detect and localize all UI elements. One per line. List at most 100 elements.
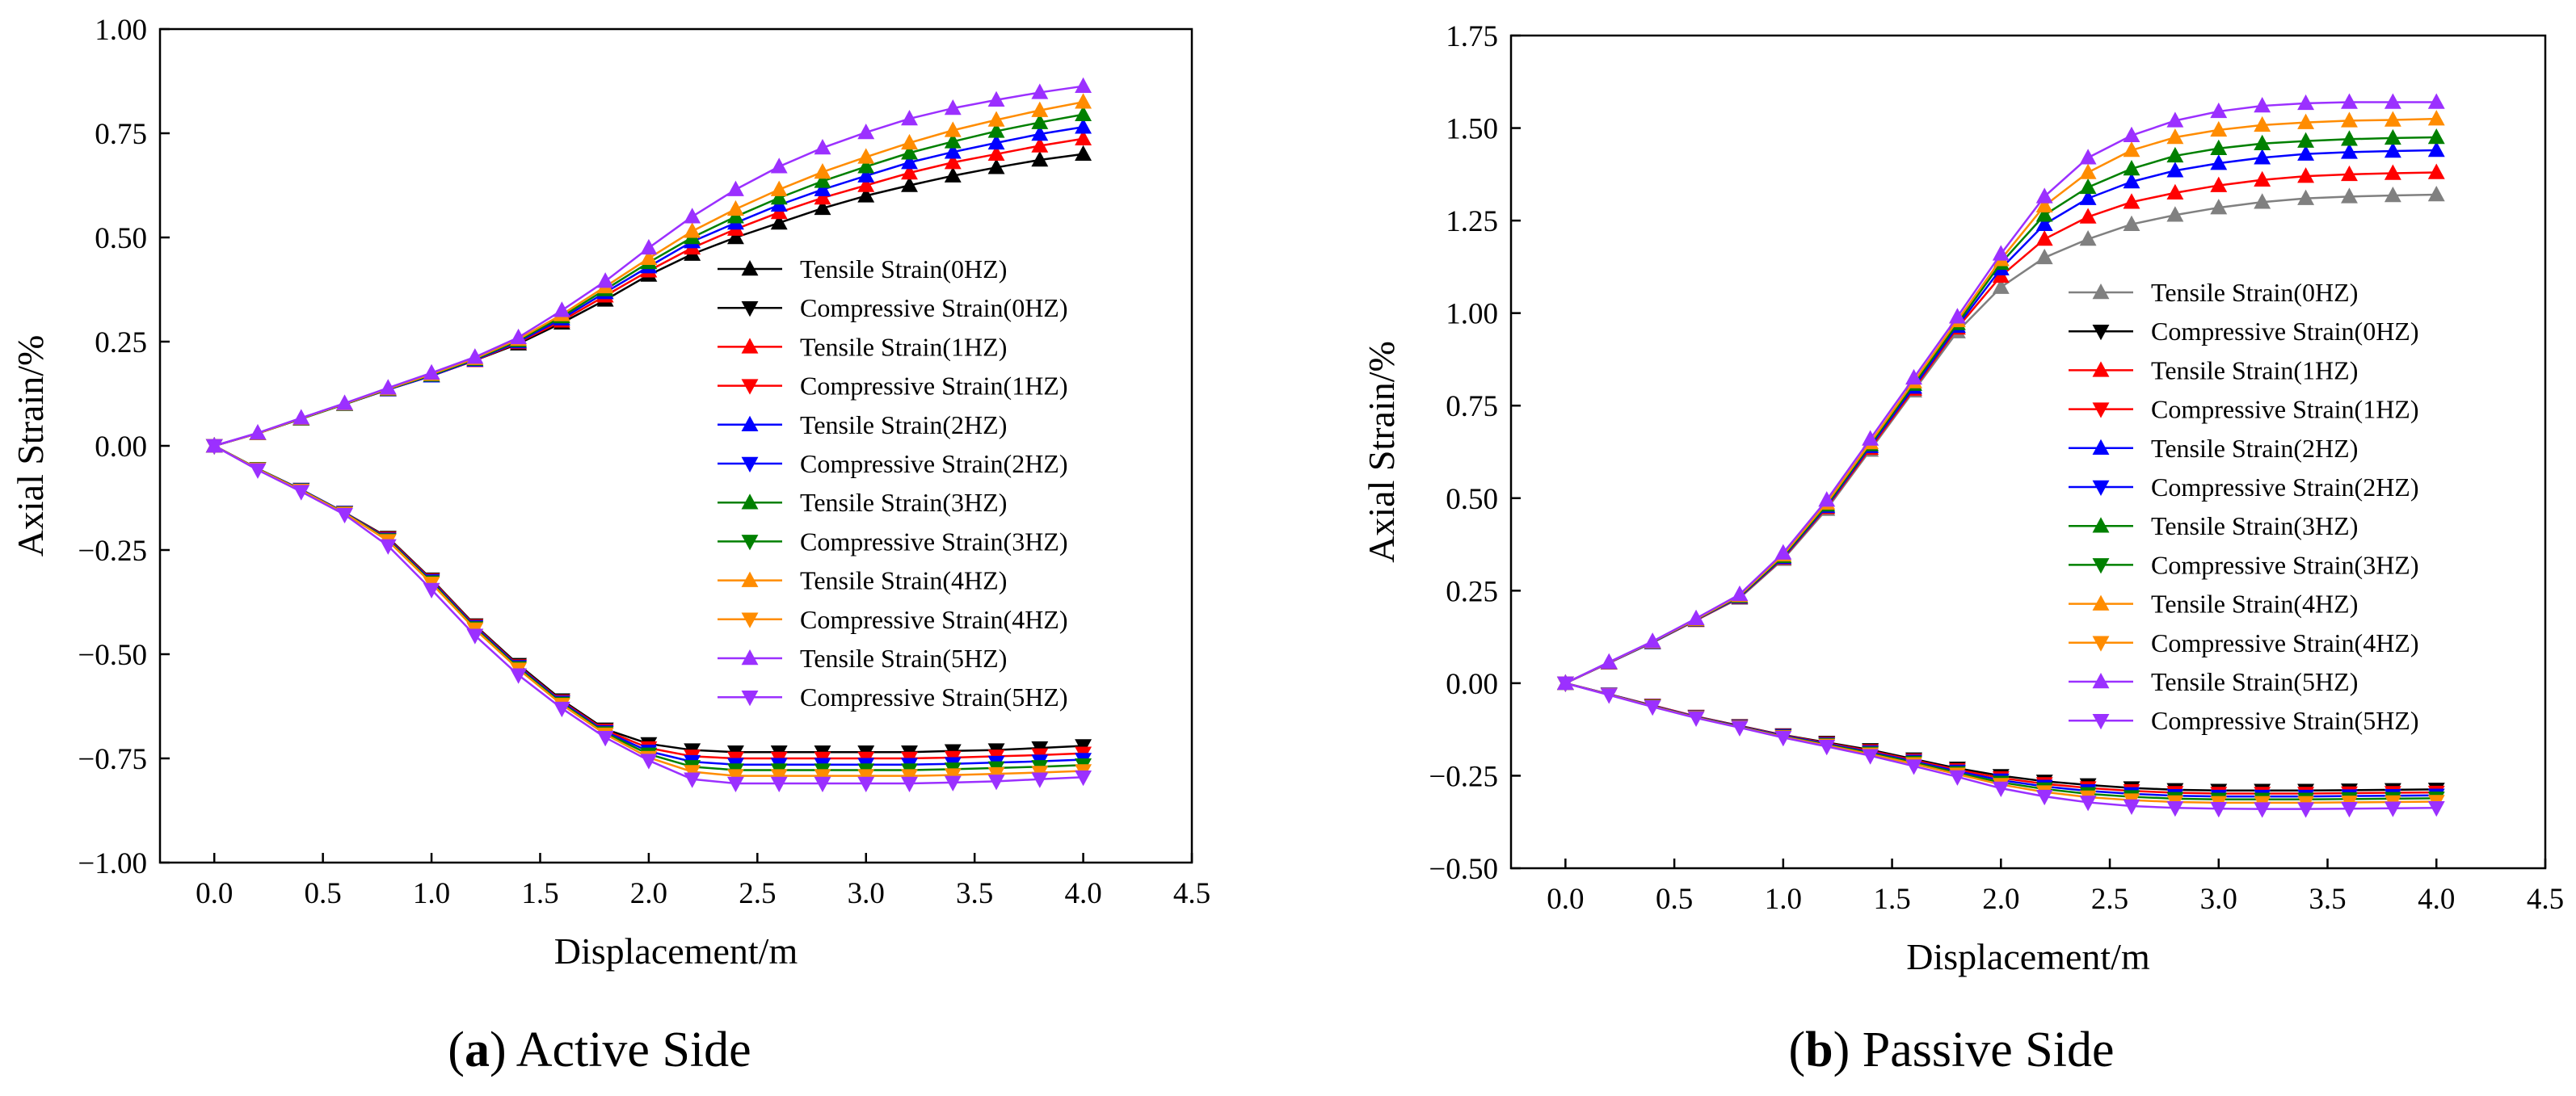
data-point (205, 439, 223, 455)
legend-label: Tensile Strain(1HZ) (2151, 355, 2358, 384)
legend-marker (741, 493, 759, 510)
data-point (944, 132, 962, 149)
data-point (2210, 120, 2228, 137)
legend-label: Compressive Strain(4HZ) (800, 605, 1068, 634)
y-tick-label-b: 1.25 (1446, 205, 1498, 238)
legend-marker (2092, 439, 2110, 456)
legend-item: Compressive Strain(4HZ) (2069, 628, 2419, 657)
data-point (2254, 134, 2271, 151)
legend-label: Compressive Strain(5HZ) (800, 682, 1068, 712)
data-point (1644, 632, 1661, 649)
y-tick-label-b: −0.50 (1429, 853, 1498, 886)
data-point (1075, 129, 1092, 145)
data-point (2035, 248, 2053, 265)
legend-item: Compressive Strain(3HZ) (2069, 550, 2419, 579)
data-point (2384, 164, 2401, 180)
y-tick-label-a: 0.00 (95, 430, 147, 464)
data-point (1948, 770, 1966, 786)
data-point (1774, 730, 1792, 747)
caption-passive-side: (b) Passive Side (1788, 1023, 2114, 1077)
legend-label: Compressive Strain(2HZ) (800, 449, 1068, 478)
data-point (466, 628, 484, 645)
data-point (1862, 430, 1879, 446)
legend-item: Compressive Strain(2HZ) (718, 449, 1068, 478)
data-point (1992, 781, 2010, 798)
y-tick-label-a: 0.50 (95, 222, 147, 255)
legend-item: Compressive Strain(5HZ) (718, 682, 1068, 712)
legend-marker (2092, 594, 2110, 611)
legend-marker (2092, 713, 2110, 730)
data-point (1731, 720, 1749, 737)
data-point (2341, 93, 2358, 109)
data-point (2123, 799, 2140, 816)
x-tick-label-b: 1.0 (1765, 883, 1802, 916)
legend-item: Tensile Strain(1HZ) (2069, 355, 2358, 384)
data-point (2166, 206, 2184, 222)
data-point (2254, 170, 2271, 187)
data-point (2035, 215, 2053, 231)
data-point (2166, 162, 2184, 178)
data-point (901, 164, 918, 180)
data-point (770, 776, 788, 792)
data-point (2123, 141, 2140, 157)
data-point (944, 775, 962, 792)
data-point (379, 539, 397, 555)
data-point (2035, 196, 2053, 213)
legend-marker (2092, 558, 2110, 574)
data-point (2254, 97, 2271, 113)
legend-marker (2092, 673, 2110, 689)
data-point (726, 776, 744, 792)
x-tick-label-a: 4.5 (1173, 877, 1210, 910)
legend-item: Compressive Strain(1HZ) (718, 372, 1068, 401)
data-point (2297, 189, 2315, 205)
data-point (901, 176, 918, 192)
data-point (1075, 145, 1092, 162)
data-point (1862, 749, 1879, 765)
data-point (1031, 101, 1049, 117)
data-point (2079, 796, 2097, 812)
data-point (814, 199, 831, 216)
data-point (1905, 368, 1922, 385)
data-point (2427, 128, 2445, 145)
data-point (1031, 136, 1049, 153)
legend-marker (741, 338, 759, 354)
legend-marker (741, 379, 759, 395)
data-point (2079, 230, 2097, 246)
data-point (987, 158, 1005, 174)
legend-marker (741, 612, 759, 628)
legend-label: Compressive Strain(0HZ) (800, 293, 1068, 322)
legend-b: Tensile Strain(0HZ) Compressive Strain(0H… (2069, 278, 2419, 735)
data-point (2254, 115, 2271, 132)
data-point (987, 133, 1005, 150)
legend-marker (741, 300, 759, 317)
data-point (1774, 544, 1792, 560)
y-tick-label-a: −0.75 (78, 743, 147, 776)
data-point (2384, 128, 2401, 145)
data-point (2035, 206, 2053, 222)
legend-marker (2092, 636, 2110, 652)
x-tick-label-a: 3.5 (956, 877, 993, 910)
data-point (901, 144, 918, 160)
data-point (770, 157, 788, 174)
data-point (336, 394, 353, 410)
legend-item: Tensile Strain(3HZ) (2069, 511, 2358, 540)
data-point (596, 730, 614, 747)
data-point (2079, 189, 2097, 205)
data-point (944, 143, 962, 159)
data-point (2210, 176, 2228, 192)
data-point (2297, 802, 2315, 818)
x-tick-label-b: 4.0 (2418, 883, 2455, 916)
data-point (2123, 126, 2140, 142)
legend-marker (741, 415, 759, 432)
data-point (2384, 801, 2401, 817)
data-point (2210, 139, 2228, 156)
series-a-11 (205, 439, 1092, 792)
legend-label: Compressive Strain(2HZ) (2151, 472, 2419, 502)
y-tick-label-b: 0.50 (1446, 483, 1498, 516)
data-point (2341, 111, 2358, 128)
data-point (2210, 102, 2228, 119)
x-tick-label-b: 2.0 (1982, 883, 2019, 916)
data-point (1075, 93, 1092, 109)
legend-marker (2092, 324, 2110, 341)
series-b-11 (1556, 676, 2445, 818)
